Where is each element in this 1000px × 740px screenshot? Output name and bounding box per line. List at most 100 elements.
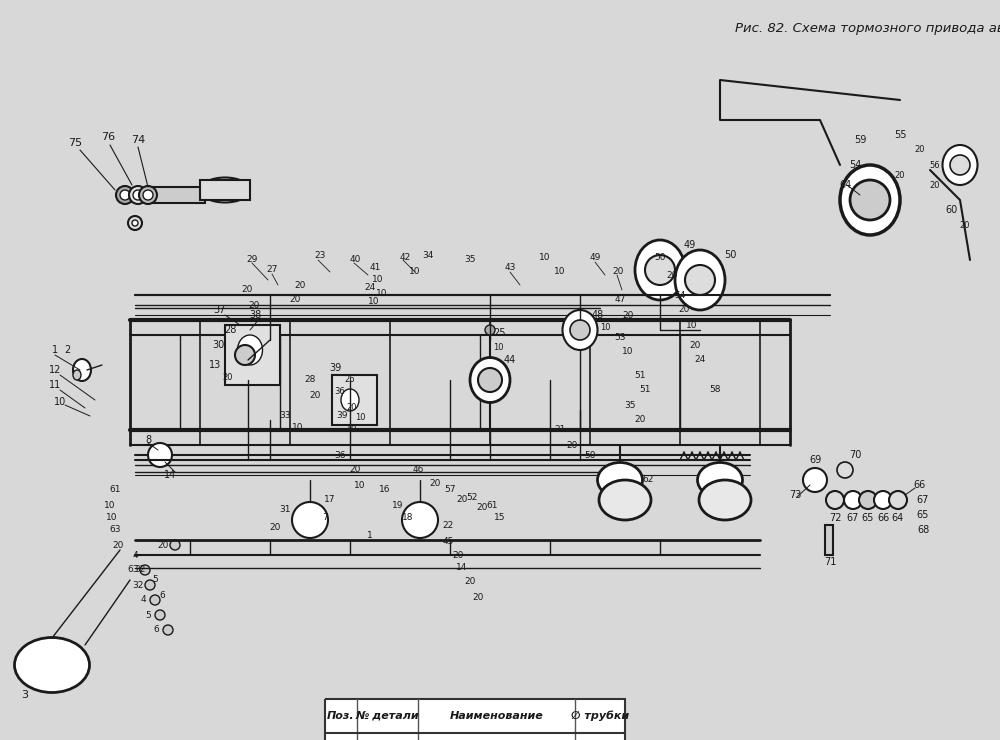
Circle shape bbox=[145, 580, 155, 590]
Text: 55: 55 bbox=[894, 130, 906, 140]
Circle shape bbox=[128, 216, 142, 230]
Text: 20: 20 bbox=[157, 540, 169, 550]
Text: Поз.: Поз. bbox=[327, 711, 355, 721]
Text: 54: 54 bbox=[849, 160, 861, 170]
Text: 34: 34 bbox=[422, 251, 434, 260]
Text: 20: 20 bbox=[678, 306, 690, 314]
Text: 63: 63 bbox=[127, 565, 139, 574]
Text: 10: 10 bbox=[355, 412, 365, 422]
Text: 29: 29 bbox=[246, 255, 258, 264]
Text: 20: 20 bbox=[895, 170, 905, 180]
Text: 10: 10 bbox=[493, 343, 503, 352]
Text: 51: 51 bbox=[639, 386, 651, 394]
Text: 15: 15 bbox=[494, 514, 506, 522]
Text: 20: 20 bbox=[612, 267, 624, 277]
Text: 67: 67 bbox=[847, 513, 859, 523]
Text: 20: 20 bbox=[566, 440, 578, 449]
Text: 26: 26 bbox=[345, 375, 355, 385]
Bar bbox=[200, 180, 250, 200]
Text: 66: 66 bbox=[877, 513, 889, 523]
Text: 35: 35 bbox=[624, 400, 636, 409]
Text: 61: 61 bbox=[486, 500, 498, 510]
Text: 4: 4 bbox=[140, 596, 146, 605]
Text: 10: 10 bbox=[554, 267, 566, 277]
Text: 35: 35 bbox=[464, 255, 476, 264]
Text: 10: 10 bbox=[368, 297, 380, 306]
Text: 37: 37 bbox=[214, 305, 226, 315]
Bar bbox=[150, 187, 205, 203]
Text: 67: 67 bbox=[917, 495, 929, 505]
Text: 24: 24 bbox=[694, 355, 706, 365]
Text: 1: 1 bbox=[367, 531, 373, 539]
Text: 20: 20 bbox=[294, 280, 306, 289]
Text: 20: 20 bbox=[915, 146, 925, 155]
Text: 30: 30 bbox=[212, 340, 224, 350]
Bar bbox=[332, 375, 377, 425]
Text: 8: 8 bbox=[145, 435, 151, 445]
Text: 39: 39 bbox=[336, 411, 348, 420]
Circle shape bbox=[874, 491, 892, 509]
Circle shape bbox=[140, 565, 150, 575]
Text: 20: 20 bbox=[476, 503, 488, 513]
Text: 14: 14 bbox=[164, 470, 176, 480]
Ellipse shape bbox=[562, 310, 598, 350]
Text: 22: 22 bbox=[442, 520, 454, 530]
Text: 43: 43 bbox=[504, 263, 516, 272]
Text: 17: 17 bbox=[324, 496, 336, 505]
Circle shape bbox=[850, 180, 890, 220]
Text: 5: 5 bbox=[145, 610, 151, 619]
Text: 4: 4 bbox=[132, 551, 138, 559]
Text: 39: 39 bbox=[329, 363, 341, 373]
Text: 28: 28 bbox=[224, 325, 236, 335]
Text: 24: 24 bbox=[364, 283, 376, 292]
Bar bbox=[225, 325, 280, 385]
Text: 71: 71 bbox=[824, 557, 836, 567]
Text: 10: 10 bbox=[54, 397, 66, 407]
Ellipse shape bbox=[73, 370, 81, 380]
Circle shape bbox=[826, 491, 844, 509]
Text: 40: 40 bbox=[349, 255, 361, 264]
Circle shape bbox=[837, 462, 853, 478]
Circle shape bbox=[116, 186, 134, 204]
Text: № детали: № детали bbox=[356, 711, 419, 721]
Text: 69: 69 bbox=[809, 455, 821, 465]
Ellipse shape bbox=[598, 462, 642, 497]
Text: 2: 2 bbox=[64, 345, 70, 355]
Text: 72: 72 bbox=[829, 513, 841, 523]
Text: 36: 36 bbox=[335, 388, 345, 397]
Text: 32: 32 bbox=[132, 580, 144, 590]
Circle shape bbox=[685, 265, 715, 295]
Text: 51: 51 bbox=[634, 371, 646, 380]
Circle shape bbox=[150, 595, 160, 605]
Text: 10: 10 bbox=[104, 500, 116, 510]
Text: 47: 47 bbox=[614, 295, 626, 304]
Text: 20: 20 bbox=[666, 271, 678, 280]
Text: 31: 31 bbox=[279, 505, 291, 514]
Circle shape bbox=[859, 491, 877, 509]
Text: 45: 45 bbox=[442, 537, 454, 547]
Text: 1: 1 bbox=[52, 345, 58, 355]
Circle shape bbox=[143, 190, 153, 200]
Text: 20: 20 bbox=[347, 403, 357, 412]
Text: 74: 74 bbox=[131, 135, 145, 145]
Circle shape bbox=[844, 491, 862, 509]
Text: 65: 65 bbox=[917, 510, 929, 520]
Text: 49: 49 bbox=[589, 254, 601, 263]
Text: 14: 14 bbox=[456, 563, 468, 573]
Circle shape bbox=[402, 502, 438, 538]
Text: 75: 75 bbox=[68, 138, 82, 148]
Text: 20: 20 bbox=[429, 479, 441, 488]
Text: 64: 64 bbox=[839, 180, 851, 190]
Ellipse shape bbox=[238, 335, 262, 365]
Text: 20: 20 bbox=[248, 300, 260, 309]
Text: 10: 10 bbox=[409, 267, 421, 277]
Text: 20: 20 bbox=[223, 374, 233, 383]
Bar bbox=[325, 699, 625, 740]
Circle shape bbox=[570, 320, 590, 340]
Text: 5: 5 bbox=[152, 576, 158, 585]
Circle shape bbox=[133, 190, 143, 200]
Ellipse shape bbox=[635, 240, 685, 300]
Text: 11: 11 bbox=[49, 380, 61, 390]
Circle shape bbox=[163, 625, 173, 635]
Text: 6: 6 bbox=[153, 625, 159, 634]
